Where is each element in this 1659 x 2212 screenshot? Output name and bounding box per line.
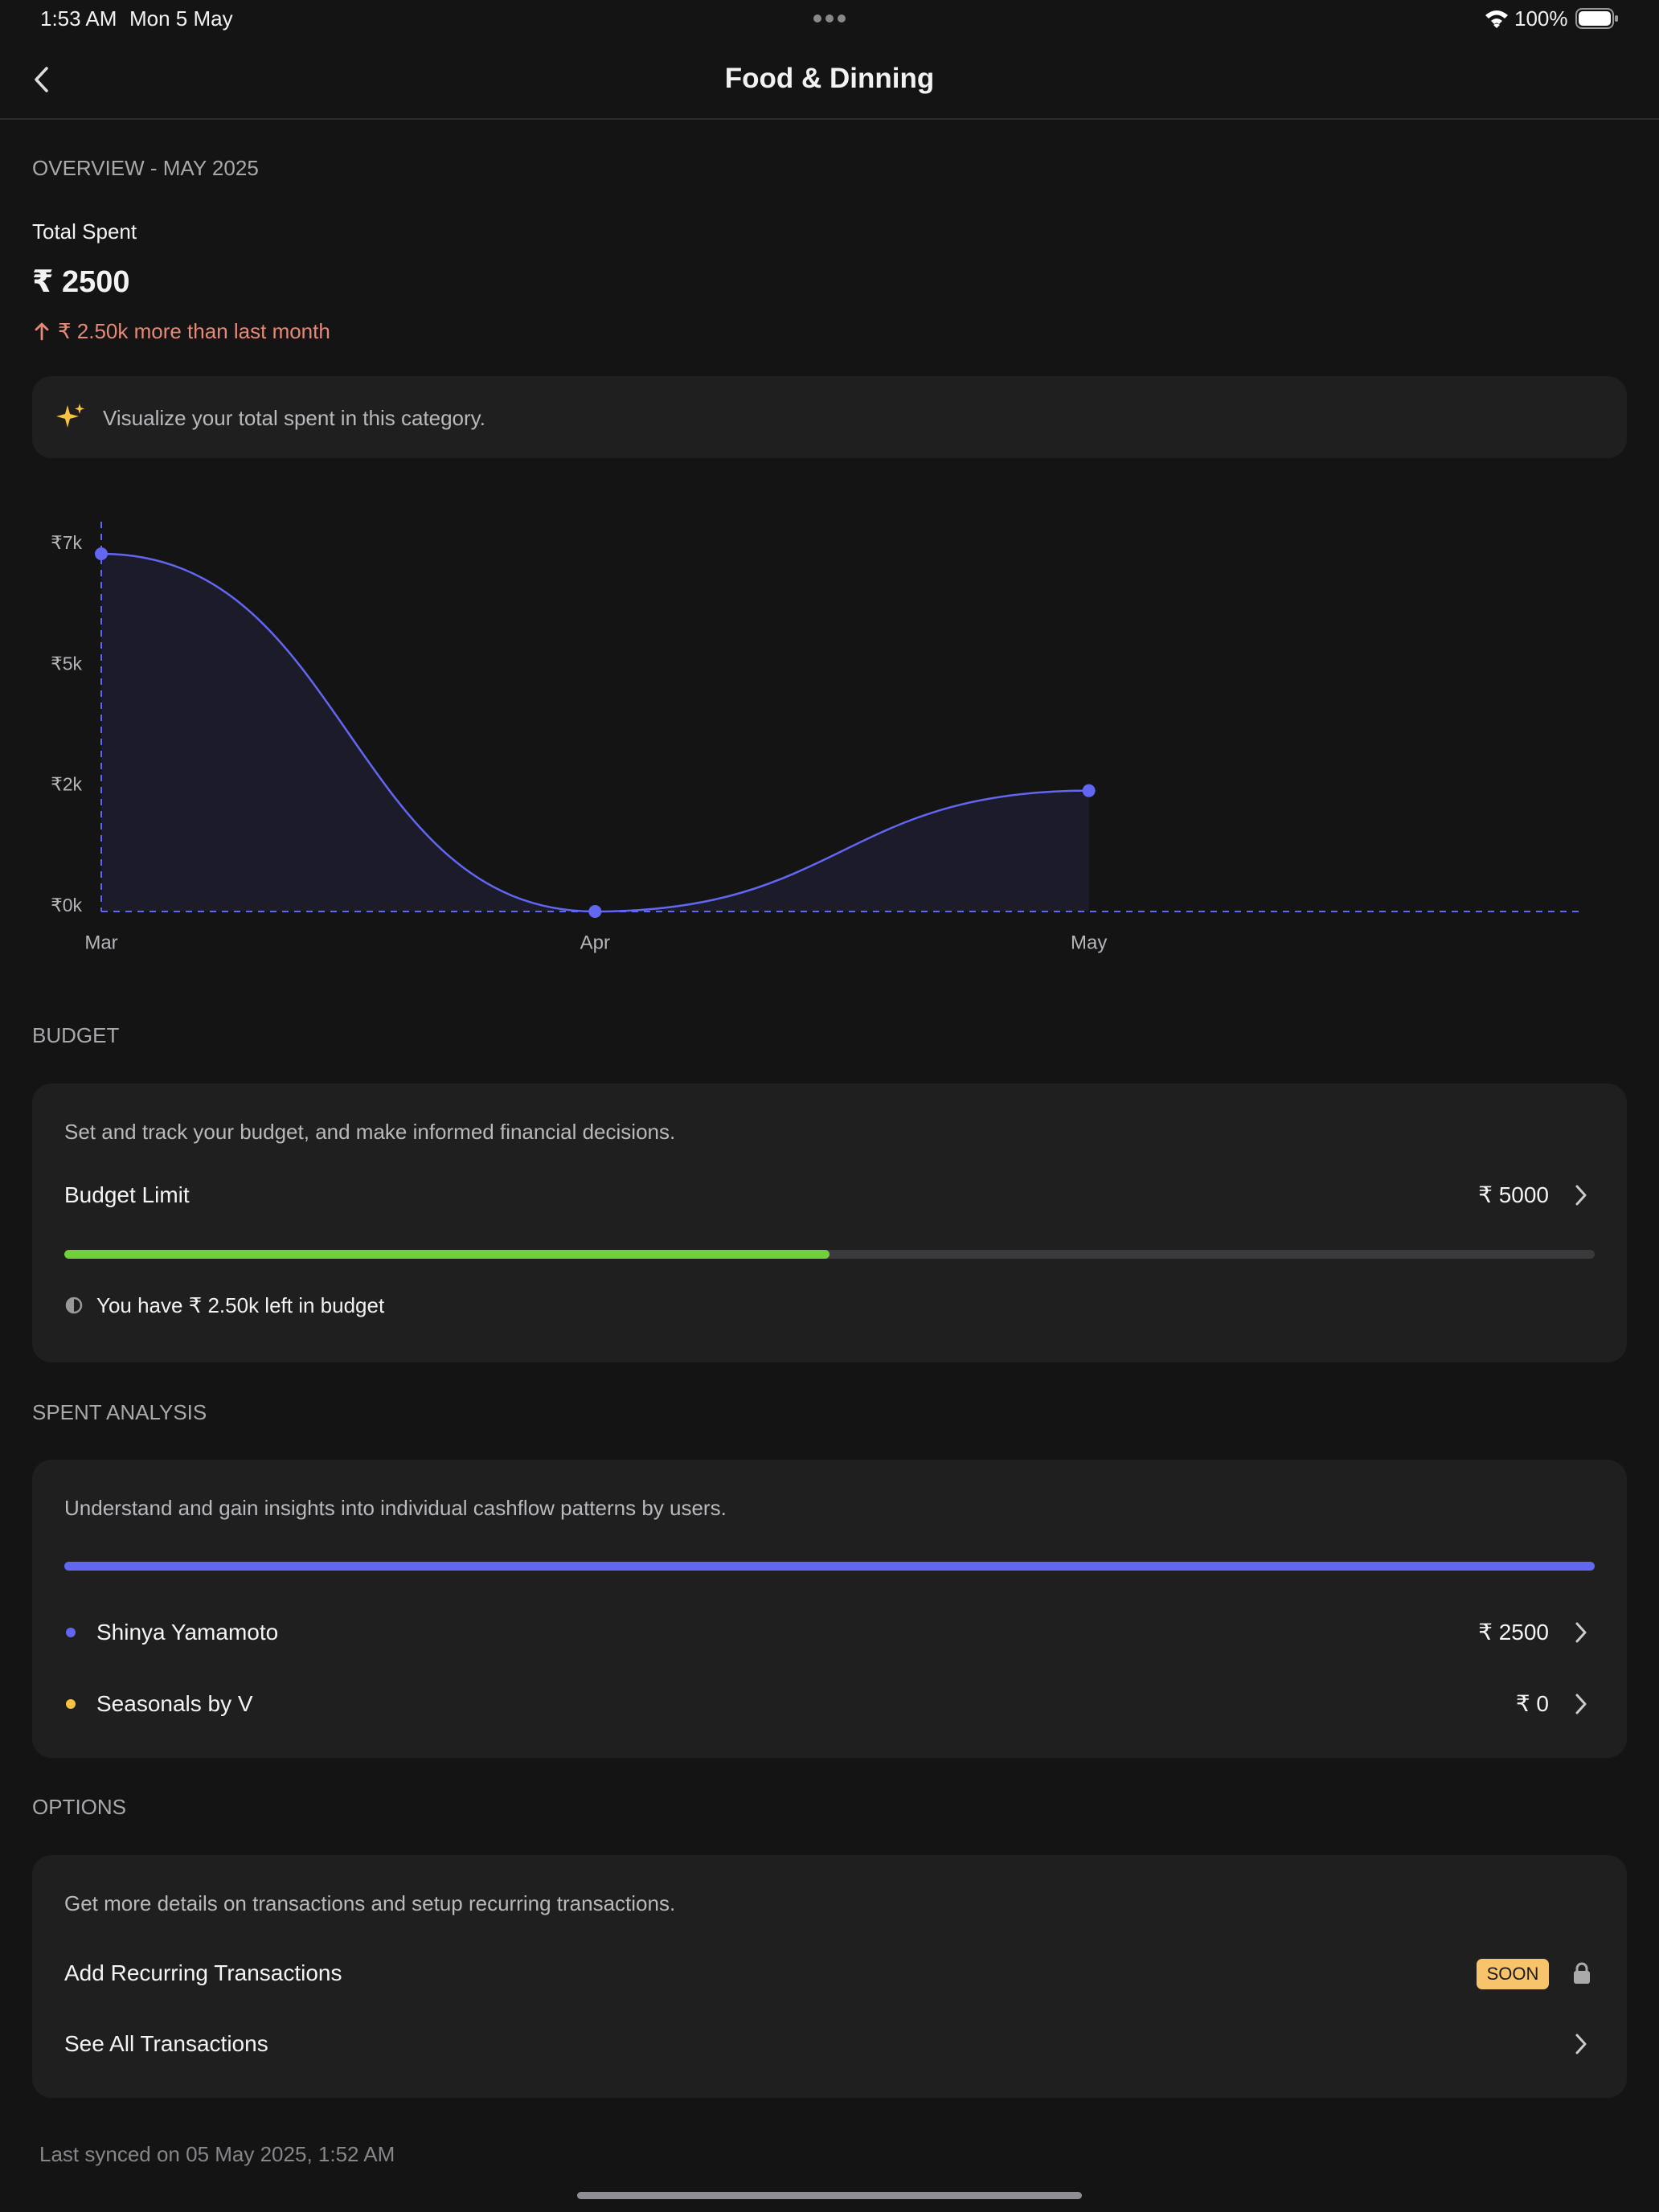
change-text: ₹ 2.50k more than last month: [58, 319, 330, 343]
analysis-description: Understand and gain insights into indivi…: [64, 1496, 727, 1520]
battery-percent: 100%: [1514, 6, 1568, 31]
budget-limit-label[interactable]: Budget Limit: [64, 1182, 190, 1207]
budget-limit-value: ₹ 5000: [1478, 1182, 1549, 1207]
budget-progress: [64, 1250, 830, 1259]
home-indicator: [577, 2192, 1082, 2199]
section-heading: SPENT ANALYSIS: [32, 1400, 207, 1424]
options-description: Get more details on transactions and set…: [64, 1891, 676, 1915]
user-name[interactable]: Shinya Yamamoto: [96, 1620, 279, 1645]
budget-description: Set and track your budget, and make info…: [64, 1120, 676, 1144]
back-button[interactable]: [32, 66, 51, 93]
share-segment: [64, 1562, 1595, 1571]
chevron-right[interactable]: [1575, 2034, 1587, 2054]
status-time: 1:53 AM: [40, 6, 117, 31]
hint-card: [32, 376, 1627, 458]
total-label: Total Spent: [32, 219, 137, 244]
budget-card: [32, 1083, 1627, 1362]
recurring-row[interactable]: Add Recurring Transactions: [64, 1960, 342, 1985]
soon-badge: SOON: [1477, 1959, 1549, 1989]
x-tick-label: May: [1071, 932, 1107, 953]
all-transactions-row[interactable]: See All Transactions: [64, 2031, 268, 2056]
lock-icon: [1574, 1962, 1590, 1984]
budget-remaining: You have ₹ 2.50k left in budget: [96, 1293, 385, 1317]
y-tick-label: ₹2k: [51, 774, 82, 795]
section-heading: OVERVIEW - MAY 2025: [32, 156, 259, 180]
y-tick-label: ₹7k: [51, 532, 82, 553]
point: [588, 905, 602, 918]
header-divider: [0, 118, 1659, 120]
up-arrow-icon: [35, 322, 49, 341]
chevron-right[interactable]: [1575, 1694, 1587, 1714]
analysis-card: [32, 1460, 1627, 1758]
y-tick-label: ₹0k: [51, 895, 82, 916]
hint-text: Visualize your total spent in this categ…: [103, 406, 485, 430]
multitask-dots[interactable]: [812, 13, 847, 24]
wifi-icon: [1485, 10, 1508, 28]
x-tick-label: Apr: [580, 932, 610, 953]
section-heading: OPTIONS: [32, 1795, 127, 1819]
options-card: [32, 1855, 1627, 2098]
user-amount: ₹ 2500: [1478, 1620, 1549, 1645]
area: [101, 554, 1089, 911]
point: [1082, 784, 1096, 797]
status-date: Mon 5 May: [129, 6, 233, 31]
section-heading: BUDGET: [32, 1023, 120, 1047]
line: [100, 552, 1089, 913]
half-circle-icon: [65, 1296, 83, 1314]
budget-track: [64, 1250, 1595, 1259]
user-dot: [66, 1628, 76, 1637]
page-title: Food & Dinning: [724, 63, 935, 94]
chevron-right[interactable]: [1575, 1622, 1587, 1643]
chevron-right[interactable]: [1575, 1185, 1587, 1206]
share-track: [64, 1562, 1595, 1571]
user-name[interactable]: Seasonals by V: [96, 1691, 253, 1716]
user-dot: [66, 1699, 76, 1709]
sparkle-icon: [56, 403, 84, 428]
total-amount: ₹ 2500: [32, 265, 130, 299]
user-amount: ₹ 0: [1515, 1691, 1549, 1716]
y-tick-label: ₹5k: [51, 653, 82, 674]
point: [95, 547, 108, 561]
battery-icon: [1575, 8, 1618, 29]
spend-chart: ₹0k ₹2k ₹5k ₹7k Mar Apr May: [51, 522, 1583, 953]
sync-status: Last synced on 05 May 2025, 1:52 AM: [39, 2142, 395, 2166]
x-tick-label: Mar: [84, 932, 117, 953]
